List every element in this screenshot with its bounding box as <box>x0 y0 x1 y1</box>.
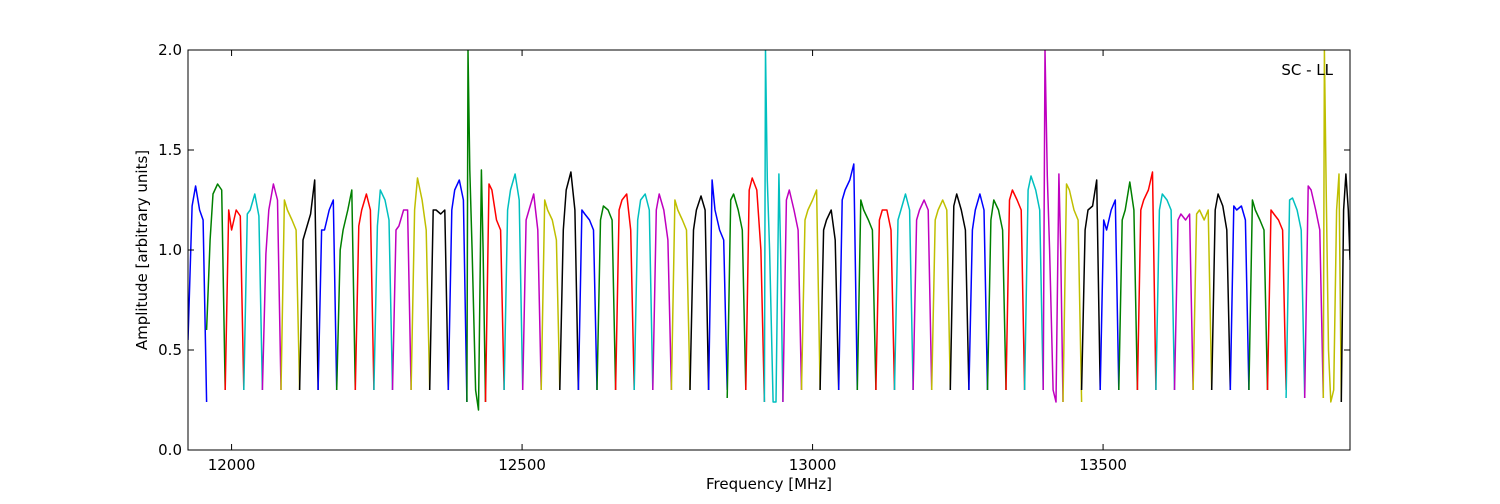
series-line-2 <box>205 183 226 391</box>
series-line-57 <box>1229 205 1250 391</box>
series-line-10 <box>354 193 375 391</box>
y-tick-label: 2.0 <box>158 41 182 59</box>
series-line-9 <box>335 189 357 391</box>
series-line-36 <box>837 163 859 391</box>
series-line-41 <box>930 199 952 391</box>
y-axis-label: Amplitude [arbitrary units] <box>133 150 151 350</box>
series-line-54 <box>1173 213 1194 391</box>
series-line-48 <box>1062 183 1083 403</box>
series-line-52 <box>1136 171 1157 391</box>
series-line-19 <box>521 193 542 391</box>
ticks-layer: 12000 12500 13000 13500 0.0 0.5 1.0 1.5 2.0 <box>158 41 1350 474</box>
series-line-49 <box>1080 179 1101 391</box>
series-line-44 <box>986 199 1007 391</box>
series-line-13 <box>410 177 431 391</box>
series-line-59 <box>1266 209 1287 391</box>
series-line-12 <box>391 209 412 391</box>
series-line-50 <box>1099 199 1120 391</box>
plot-annotation: SC - LL <box>1281 61 1333 79</box>
series-line-53 <box>1155 193 1176 391</box>
series-line-16 <box>466 50 487 411</box>
series-line-39 <box>893 193 914 391</box>
series-line-28 <box>689 195 710 391</box>
series-line-14 <box>428 209 450 391</box>
series-line-22 <box>577 209 598 391</box>
y-tick-label: 1.5 <box>158 141 182 159</box>
series-line-4 <box>243 193 264 391</box>
series-line-25 <box>633 193 654 391</box>
series-line-30 <box>726 193 747 399</box>
series-line-37 <box>856 199 877 391</box>
series-line-17 <box>484 183 505 403</box>
series-line-62 <box>1322 50 1343 403</box>
series-line-34 <box>800 189 821 391</box>
series-line-3 <box>224 209 245 391</box>
series-line-32 <box>763 50 784 403</box>
y-tick-label: 1.0 <box>158 241 182 259</box>
series-line-1 <box>188 185 208 403</box>
series-line-45 <box>1005 189 1026 391</box>
y-tick-label: 0.5 <box>158 341 182 359</box>
series-line-20 <box>540 199 561 391</box>
series-line-31 <box>745 177 766 403</box>
series-line-8 <box>317 199 338 391</box>
series-line-29 <box>707 179 728 391</box>
series-line-18 <box>503 173 524 391</box>
series-line-58 <box>1248 199 1269 391</box>
x-axis-label: Frequency [MHz] <box>706 475 832 493</box>
series-line-63 <box>1340 173 1350 403</box>
series-line-21 <box>559 171 580 391</box>
series-line-26 <box>652 193 673 391</box>
series-line-47 <box>1042 50 1064 403</box>
series-line-7 <box>298 179 319 391</box>
series-line-35 <box>819 209 840 391</box>
series-line-51 <box>1118 181 1139 391</box>
series-line-40 <box>912 199 933 391</box>
series-line-27 <box>670 199 691 391</box>
x-tick-label: 12500 <box>498 456 546 474</box>
series-line-6 <box>280 199 301 391</box>
x-tick-label: 12000 <box>208 456 256 474</box>
series-line-23 <box>596 205 617 391</box>
x-tick-label: 13500 <box>1079 456 1127 474</box>
series-line-11 <box>373 189 394 391</box>
series-line-38 <box>875 209 896 391</box>
y-tick-label: 0.0 <box>158 441 182 459</box>
series-line-15 <box>447 179 468 403</box>
series-line-33 <box>782 189 803 403</box>
series-line-55 <box>1192 209 1213 391</box>
series-line-5 <box>261 183 282 391</box>
series-line-61 <box>1303 185 1325 399</box>
series-line-42 <box>949 193 970 391</box>
series-line-46 <box>1023 175 1044 391</box>
series-line-43 <box>968 193 989 391</box>
x-tick-label: 13000 <box>789 456 837 474</box>
series-layer <box>188 50 1350 411</box>
series-line-60 <box>1285 197 1306 399</box>
series-line-24 <box>614 193 635 391</box>
series-line-56 <box>1210 193 1232 391</box>
